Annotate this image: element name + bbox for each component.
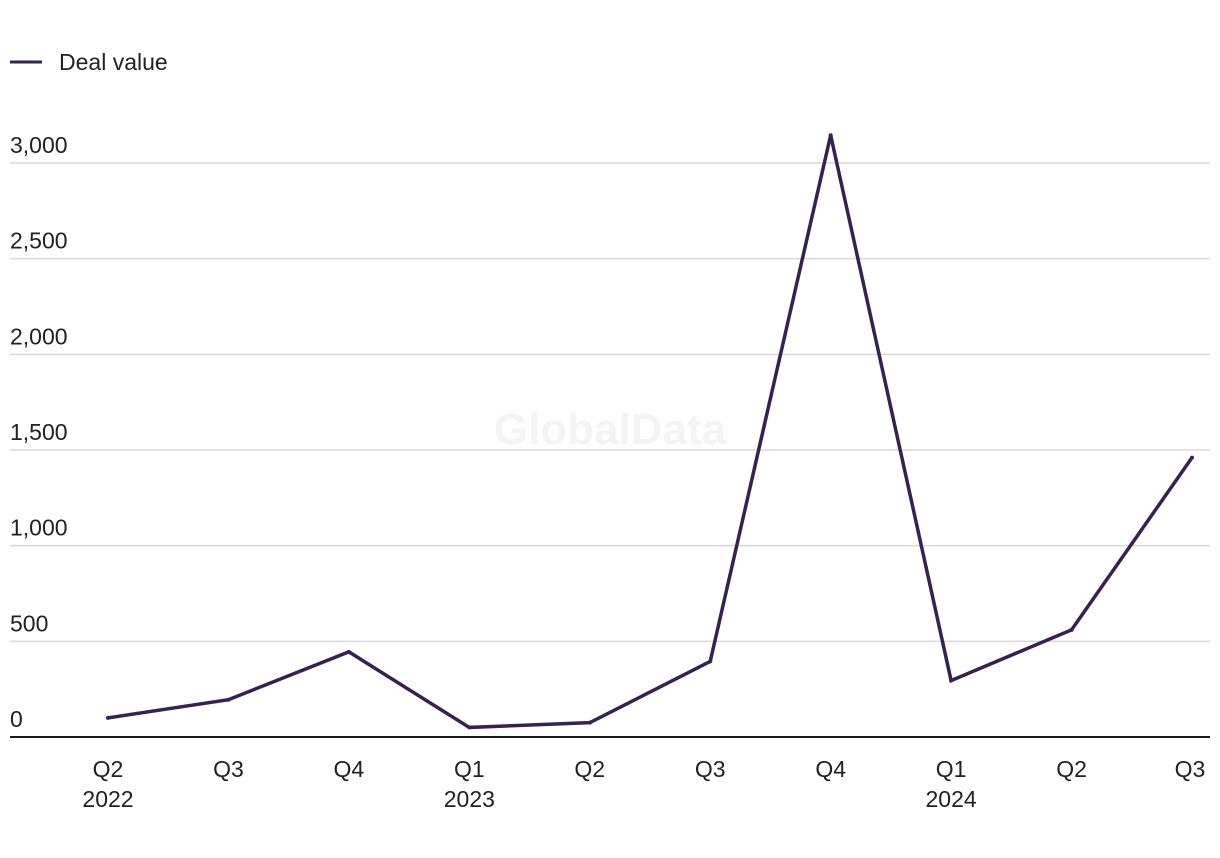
x-tick-label: Q3: [1175, 756, 1206, 782]
x-tick-label: Q2: [1056, 756, 1087, 782]
x-tick-label: Q2: [93, 756, 124, 782]
x-tick-label: Q1: [936, 756, 967, 782]
x-group-label: 2022: [82, 786, 133, 812]
data-point: [467, 725, 472, 730]
y-axis-ticks: 0 500 1,000 1,500 2,000 2,500 3,000: [10, 132, 68, 732]
data-point: [828, 133, 833, 138]
x-tick-label: Q3: [213, 756, 244, 782]
x-group-label: 2024: [926, 786, 977, 812]
y-tick-label: 2,500: [10, 228, 68, 254]
x-tick-label: Q4: [815, 756, 846, 782]
x-axis-ticks: Q2 2022 Q3 Q4 Q1 2023 Q2 Q3 Q4 Q1 2024 Q2 Q3: [82, 756, 1205, 812]
y-tick-label: 1,500: [10, 419, 68, 445]
x-tick-label: Q4: [334, 756, 365, 782]
y-tick-label: 500: [10, 610, 48, 636]
x-tick-label: Q1: [454, 756, 485, 782]
data-point: [1190, 455, 1194, 460]
data-point: [106, 715, 110, 720]
x-tick-label: Q2: [574, 756, 605, 782]
y-tick-label: 3,000: [10, 132, 68, 158]
data-point: [587, 720, 592, 725]
legend-label-deal-value: Deal value: [59, 49, 168, 75]
data-point: [708, 659, 713, 664]
x-group-label: 2023: [444, 786, 495, 812]
data-point: [226, 697, 231, 702]
series-line-deal-value: [107, 134, 1194, 730]
y-tick-label: 1,000: [10, 515, 68, 541]
series-group: [106, 133, 1194, 730]
gridlines: [10, 162, 1210, 643]
x-tick-label: Q3: [695, 756, 726, 782]
watermark: GlobalData: [494, 405, 727, 454]
data-point: [1069, 627, 1074, 632]
legend: Deal value: [10, 49, 168, 75]
y-tick-label: 0: [10, 706, 23, 732]
data-point: [346, 649, 351, 654]
data-point: [949, 678, 954, 683]
y-tick-label: 2,000: [10, 323, 68, 349]
